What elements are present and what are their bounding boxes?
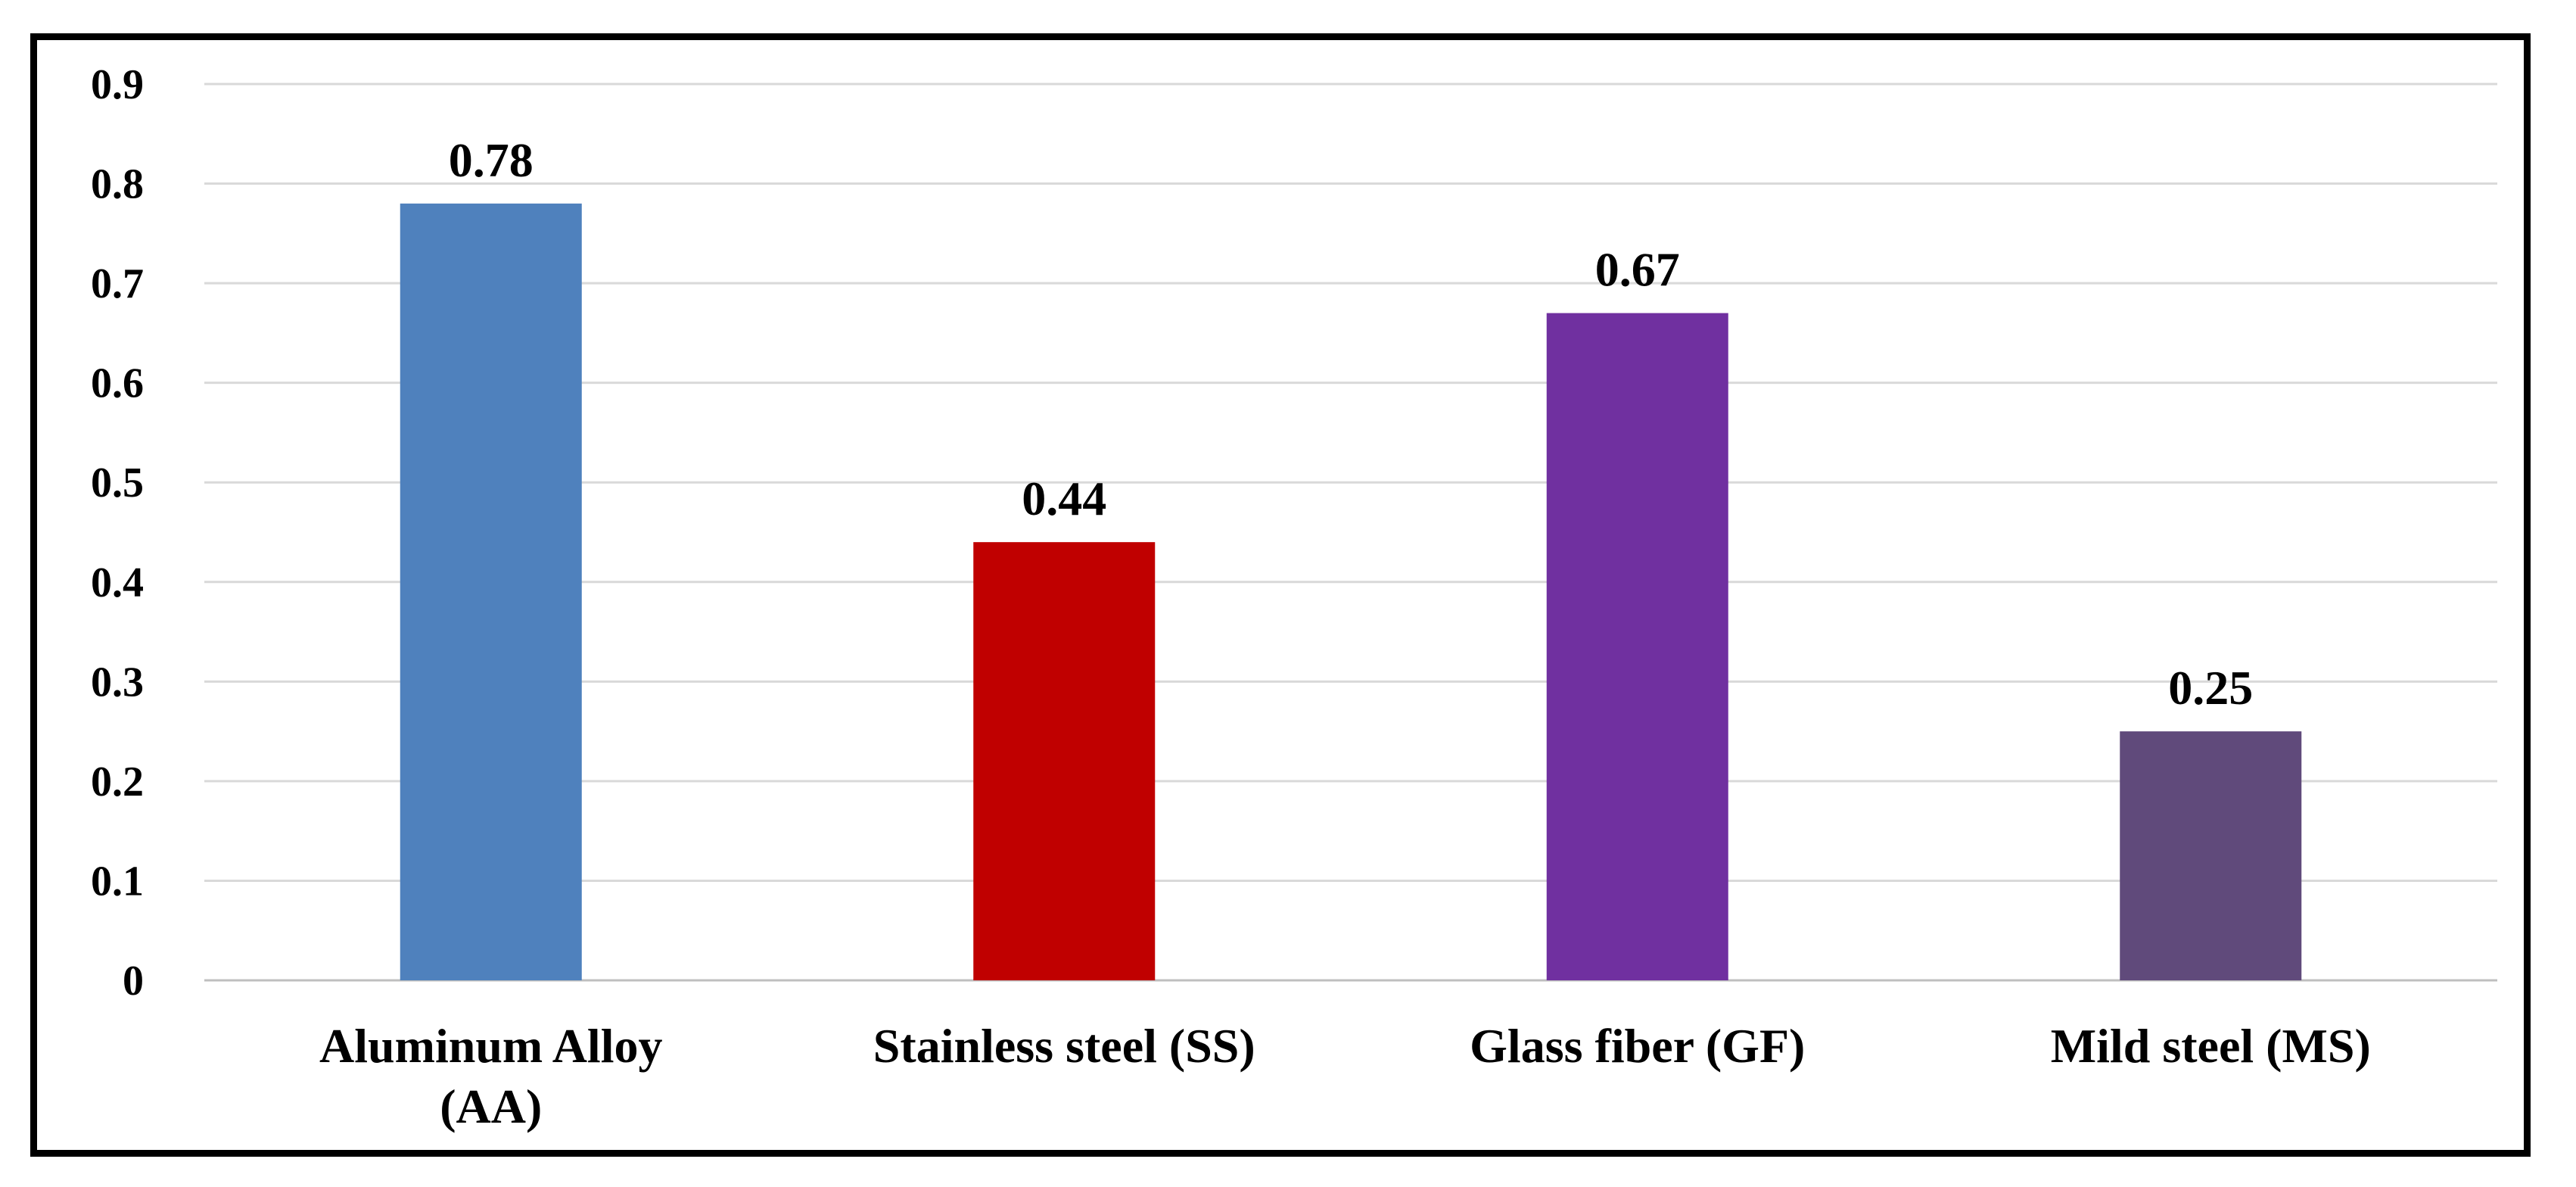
y-tick-label: 0 xyxy=(123,958,144,1005)
y-tick-label: 0.7 xyxy=(91,260,144,307)
bar xyxy=(2120,731,2302,980)
y-tick-label: 0.3 xyxy=(91,659,144,706)
y-tick-label: 0.5 xyxy=(91,460,144,506)
x-category-label: Mild steel (MS) xyxy=(2051,1019,2371,1073)
data-label: 0.25 xyxy=(2168,661,2253,715)
bar xyxy=(973,542,1156,980)
y-tick-label: 0.6 xyxy=(91,360,144,407)
gridlines xyxy=(204,83,2497,982)
y-tick-label: 0.1 xyxy=(91,858,144,905)
data-label: 0.78 xyxy=(449,133,534,187)
x-axis-category-labels: Aluminum Alloy (AA) Stainless steel (SS) Gl… xyxy=(319,1019,2371,1133)
y-tick-label: 0.8 xyxy=(91,161,144,208)
y-tick-label: 0.2 xyxy=(91,759,144,805)
x-category-label: (AA) xyxy=(440,1080,542,1133)
y-tick-label: 0.4 xyxy=(91,559,144,606)
data-label: 0.44 xyxy=(1022,472,1106,525)
y-axis-tick-labels: 0 0.1 0.2 0.3 0.4 0.5 0.6 0.7 0.8 0.9 xyxy=(91,61,144,1005)
x-category-label: Stainless steel (SS) xyxy=(873,1019,1255,1073)
bar xyxy=(400,203,582,980)
x-category-label: Aluminum Alloy xyxy=(319,1019,662,1073)
bars xyxy=(400,203,2302,981)
bar xyxy=(1546,313,1728,981)
data-label: 0.67 xyxy=(1595,243,1680,297)
x-category-label: Glass fiber (GF) xyxy=(1470,1019,1805,1073)
data-labels: 0.78 0.44 0.67 0.25 xyxy=(449,133,2254,715)
y-tick-label: 0.9 xyxy=(91,61,144,108)
